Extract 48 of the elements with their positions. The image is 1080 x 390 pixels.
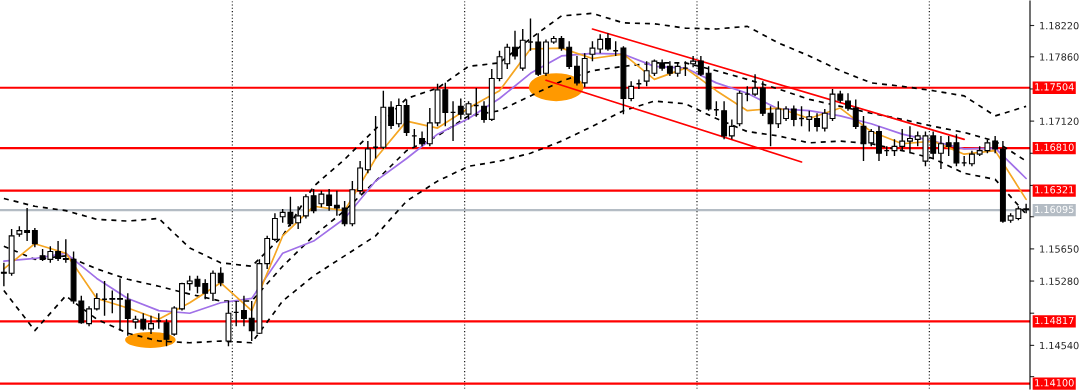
candlestick	[512, 30, 518, 61]
candlestick	[790, 104, 797, 128]
candlestick	[395, 97, 402, 128]
candlestick	[55, 240, 62, 262]
y-tick-label: 1.15280	[1040, 277, 1079, 285]
candlestick	[24, 207, 31, 242]
candlestick	[876, 125, 882, 162]
candlestick	[597, 33, 604, 55]
candlestick	[295, 205, 302, 230]
ref-line-label: 1.14817	[1035, 316, 1074, 325]
candlestick	[589, 40, 596, 62]
ref-line-label: 1.16810	[1035, 143, 1074, 151]
ref-line-label: 1.14100	[1035, 379, 1074, 387]
candlestick	[752, 73, 759, 97]
candlestick	[628, 80, 635, 102]
candlestick	[372, 115, 379, 160]
ref-line-label: 1.16321	[1035, 186, 1074, 194]
candlestick	[481, 100, 487, 124]
candlestick	[357, 160, 364, 195]
candlestick	[364, 140, 371, 174]
y-tick-label: 1.17120	[1040, 117, 1079, 125]
candlestick	[271, 212, 278, 242]
candlestick	[0, 262, 7, 287]
candlestick	[333, 189, 340, 217]
candlestick	[937, 135, 944, 170]
y-tick-label: 1.17860	[1040, 53, 1079, 61]
ref-line-label: 1.17504	[1035, 83, 1074, 91]
candlestick	[728, 118, 735, 141]
candlestick	[62, 238, 69, 264]
candlestick	[109, 289, 116, 314]
candlestick	[326, 188, 333, 212]
candlestick	[217, 266, 224, 287]
candlestick	[426, 107, 433, 148]
candlestick	[961, 155, 968, 168]
candlestick	[388, 100, 395, 130]
candlestick	[31, 227, 38, 248]
candlestick	[806, 109, 813, 133]
y-tick-label: 1.15650	[1040, 245, 1079, 253]
candlestick	[527, 17, 534, 52]
candlestick	[302, 193, 309, 220]
ref-line-label: 1.16095	[1035, 205, 1074, 214]
candlestick	[814, 112, 820, 133]
y-tick-label: 1.14540	[1040, 341, 1079, 350]
candlestick	[86, 305, 93, 327]
y-tick-label: 1.18220	[1040, 21, 1079, 30]
candlestick	[907, 125, 913, 154]
candlestick	[124, 292, 131, 337]
candlestick	[148, 315, 154, 335]
